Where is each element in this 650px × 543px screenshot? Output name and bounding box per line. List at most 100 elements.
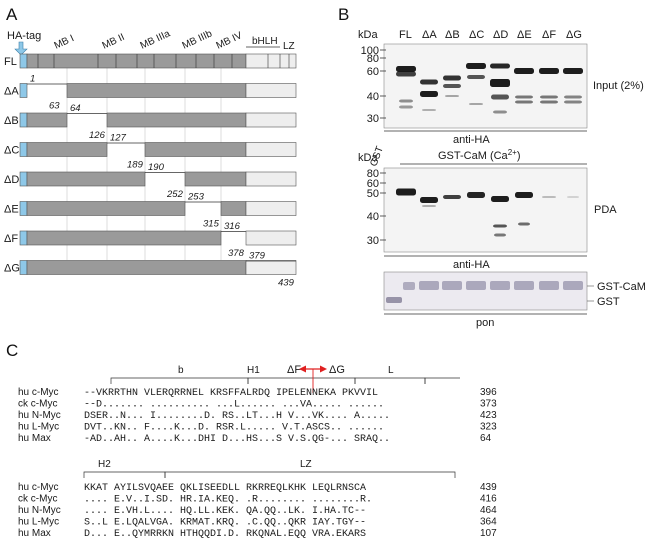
input-band [540, 100, 558, 104]
ha-tag-block [19, 201, 28, 216]
ponceau-band-gst-cam [442, 281, 462, 290]
marker-mid-50: 50 [367, 188, 379, 200]
input-band [420, 79, 438, 85]
input-band [420, 91, 438, 97]
panel-a-letter: A [6, 5, 18, 24]
ha-tag-block [19, 260, 28, 275]
region-h1-label: H1 [247, 365, 260, 376]
deletion-start-label: 190 [148, 162, 165, 173]
construct-grey-region [26, 230, 222, 246]
ponceau-band-gst-cam [563, 281, 583, 290]
region-brackets-2 [83, 471, 456, 478]
ha-tag-block [19, 112, 28, 128]
sequence-row: .... E.VH.L.... HQ.LL.KEK. QA.QQ..LK. I.… [84, 506, 366, 517]
alignment-block-1: hu c-Myc --VKRRTHN VLERQRRNEL KRSFFALRDQ … [18, 387, 497, 445]
residue-number: 416 [480, 494, 497, 505]
deletion-end-label: 252 [166, 189, 184, 200]
residue-number: 364 [480, 517, 497, 528]
marker-top-40: 40 [367, 91, 379, 103]
construct-grey-region [144, 142, 247, 157]
deletion-start-label: 379 [249, 251, 266, 262]
deletion-end-label: 315 [203, 219, 220, 230]
construct-diagram: FL ΔA 1 63 ΔB 64 126 ΔC 127 189 ΔD 190 252 ΔE 253 315 ΔF… [4, 53, 297, 289]
sequence-row: S..L E.LQALVGA. KRMAT.KRQ. .C.QQ..QKR IA… [84, 518, 366, 529]
species-label: hu N-Myc [18, 505, 61, 516]
pon-label: pon [476, 317, 494, 329]
sequence-row: DSER..N... I........D. RS..LT...H V...VK… [84, 411, 390, 422]
construct-bhlh-lz-region [245, 142, 297, 157]
ha-tag-block [19, 53, 28, 69]
deletion-start-label: 127 [110, 133, 127, 144]
deletion-start-label: 64 [70, 103, 81, 114]
construct-grey-region [106, 112, 247, 128]
residue-number: 439 [480, 482, 497, 493]
ponceau-blot [383, 271, 588, 311]
marker-mid-30: 30 [367, 235, 379, 247]
pda-band [396, 188, 416, 196]
deletion-start-label: 316 [224, 221, 241, 232]
species-label: hu c-Myc [18, 482, 59, 493]
marker-top-60: 60 [367, 66, 379, 78]
input-band [443, 84, 461, 88]
construct-label-6: ΔF [4, 233, 18, 245]
input-band [514, 68, 534, 74]
input-band [564, 95, 582, 99]
deletion-end-label: 378 [228, 248, 245, 259]
marker-mid-60: 60 [367, 178, 379, 190]
panel-c-letter: C [6, 341, 18, 360]
input-band [515, 100, 533, 104]
region-l-label: L [388, 365, 394, 376]
ha-tag-block [19, 83, 28, 98]
deletion-end-label: 126 [89, 130, 106, 141]
construct-label-4: ΔD [4, 174, 19, 186]
anti-ha-label-top: anti-HA [453, 134, 490, 146]
pda-band [420, 197, 438, 203]
domain-label-mb4: MB IV [215, 30, 245, 52]
marker-top-80: 80 [367, 53, 379, 65]
construct-grey-region [26, 201, 186, 216]
sequence-row: KKAT AYILSVQAEE QKLISEEDLL RKRREQLKHK LE… [84, 483, 366, 494]
construct-label-1: ΔA [4, 86, 19, 98]
input-band [539, 68, 559, 74]
domain-label-mb3a: MB IIIa [139, 28, 173, 52]
gst-cam-header: GST-CaM (Ca2+) [438, 148, 520, 162]
deletion-end-label: 189 [127, 160, 144, 171]
pda-band [518, 222, 530, 226]
delta-f-label: ΔF [287, 364, 301, 376]
residue-number: 64 [480, 433, 492, 444]
sequence-row: -AD..AH.. A....K...DHI D...HS...S V.S.QG… [84, 434, 390, 445]
residue-number: 107 [480, 528, 497, 539]
lane-label-5: ΔE [517, 29, 532, 41]
construct-bhlh-lz-region [245, 171, 297, 187]
pda-band [567, 196, 579, 198]
kda-label-mid: kDa [358, 152, 378, 164]
species-label: hu L-Myc [18, 422, 59, 433]
construct-bhlh-lz-region [245, 201, 297, 216]
construct-grey-region [26, 112, 68, 128]
ha-tag-arrow-icon [14, 41, 28, 56]
marker-mid-40: 40 [367, 211, 379, 223]
input-band [467, 75, 485, 79]
pda-label: PDA [594, 204, 617, 216]
deletion-start-label: 1 [30, 74, 35, 85]
input-blot [383, 43, 588, 129]
input-band [493, 110, 507, 114]
residue-number: 423 [480, 410, 497, 421]
domain-label-lz: LZ [283, 41, 295, 52]
region-brackets-1 [110, 377, 460, 384]
pda-band [493, 224, 507, 228]
construct-bhlh-lz-region [245, 112, 297, 128]
ponceau-band-gst-cam [403, 282, 415, 290]
deletion-start-label: 253 [187, 192, 205, 203]
lane-labels-top: FL ΔA ΔB ΔC ΔD ΔE ΔF ΔG [399, 29, 582, 41]
sequence-row: DVT..KN.. F....K...D. RSR.L..... V.T.ASC… [84, 423, 384, 434]
domain-label-mb2: MB II [101, 32, 127, 52]
input-band [443, 75, 461, 81]
marker-top-100: 100 [361, 45, 379, 57]
input-bands [396, 63, 583, 114]
domain-label-mb1: MB I [53, 33, 76, 52]
lane-label-4: ΔD [493, 29, 508, 41]
input-band [422, 109, 436, 111]
sequence-row: D... E..QYMRRKN HTHQQDI.D. RKQNAL.EQQ VR… [84, 529, 366, 540]
